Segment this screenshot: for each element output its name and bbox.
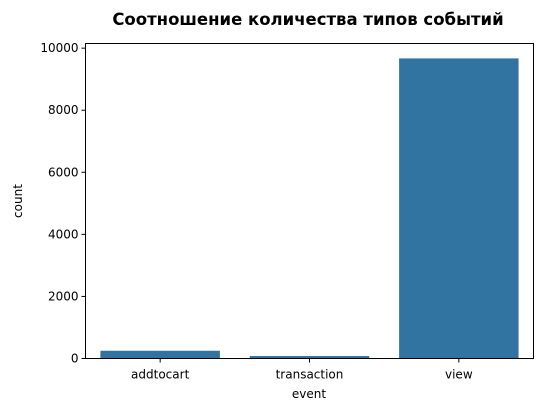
y-tick-label: 4000 <box>48 227 79 241</box>
y-axis-ticks: 0 2000 4000 6000 8000 10000 <box>40 41 86 366</box>
bar-addtocart <box>100 350 220 359</box>
x-tick-label: addtocart <box>131 368 190 382</box>
x-tick-label: transaction <box>276 368 344 382</box>
y-tick-label: 6000 <box>48 165 79 179</box>
y-axis-label: count <box>11 184 25 218</box>
bar-view <box>399 58 519 359</box>
x-axis-label: event <box>292 387 326 401</box>
y-tick-label: 2000 <box>48 289 79 303</box>
bars-group <box>100 58 519 359</box>
y-tick-label: 8000 <box>48 103 79 117</box>
x-tick-label: view <box>445 368 473 382</box>
y-tick-label: 0 <box>71 352 79 366</box>
chart-title: Соотношение количества типов событий <box>112 10 503 29</box>
x-axis-ticks: addtocart transaction view <box>131 358 473 382</box>
bar-transaction <box>249 356 370 359</box>
y-tick-label: 10000 <box>40 41 78 55</box>
